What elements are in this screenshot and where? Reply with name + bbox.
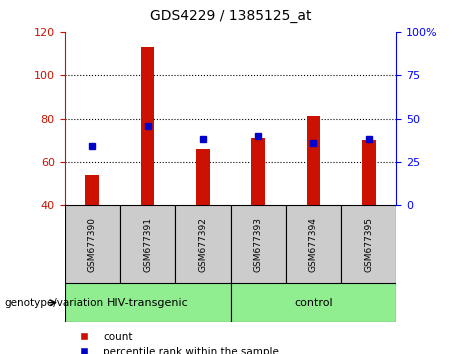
Bar (307, 116, 320, 205)
Bar (196, 149, 210, 205)
Text: GSM677393: GSM677393 (254, 217, 263, 272)
Text: HIV-transgenic: HIV-transgenic (106, 298, 189, 308)
Bar (65, 283, 230, 322)
Legend: count, percentile rank within the sample: count, percentile rank within the sample (70, 327, 283, 354)
Bar (341, 205, 396, 283)
Text: GSM677392: GSM677392 (198, 217, 207, 272)
Text: GSM677390: GSM677390 (88, 217, 97, 272)
Bar (141, 47, 154, 205)
Bar (120, 205, 175, 283)
Bar (230, 205, 286, 283)
Bar (85, 175, 99, 205)
Text: control: control (294, 298, 333, 308)
Text: GSM677394: GSM677394 (309, 217, 318, 272)
Bar (286, 205, 341, 283)
Text: GSM677395: GSM677395 (364, 217, 373, 272)
Text: GDS4229 / 1385125_at: GDS4229 / 1385125_at (150, 9, 311, 23)
Bar (230, 283, 396, 322)
Bar (251, 138, 265, 205)
Bar (65, 205, 120, 283)
Bar (175, 205, 230, 283)
Bar (362, 140, 376, 205)
Text: GSM677391: GSM677391 (143, 217, 152, 272)
Text: genotype/variation: genotype/variation (5, 298, 104, 308)
